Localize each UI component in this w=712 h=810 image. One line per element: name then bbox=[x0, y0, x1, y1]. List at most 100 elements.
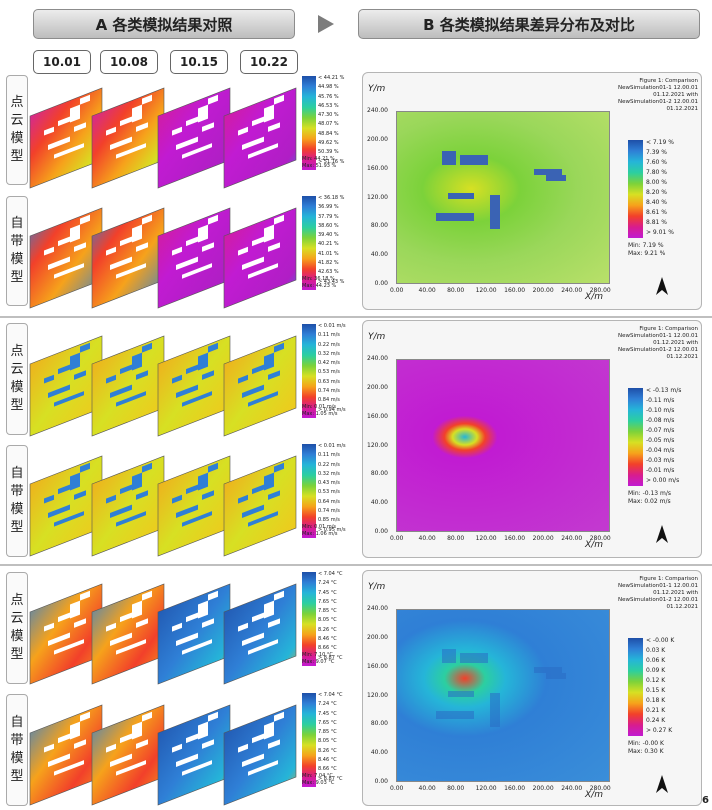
y-tick-label: 40.00 bbox=[370, 251, 388, 259]
building-footprint bbox=[198, 224, 208, 243]
simulation-tiles bbox=[29, 87, 297, 806]
building-footprint bbox=[116, 143, 146, 159]
building-footprint bbox=[136, 618, 148, 628]
building-footprint bbox=[54, 263, 84, 279]
building-footprint bbox=[110, 753, 132, 768]
diff-figure-title: Figure 1: Comparison NewSimulation01-1 12… bbox=[616, 326, 698, 361]
building-footprint bbox=[274, 94, 284, 105]
building-footprint bbox=[74, 370, 86, 380]
building-footprint bbox=[70, 104, 80, 123]
building-footprint bbox=[106, 743, 116, 753]
building-footprint bbox=[54, 639, 84, 655]
building-footprint bbox=[110, 256, 132, 271]
legend-tick-label: > 0.95 m/s bbox=[318, 526, 346, 533]
building-footprint bbox=[248, 760, 278, 776]
simulation-tile bbox=[91, 704, 165, 806]
building-footprint bbox=[54, 760, 84, 776]
building-footprint bbox=[110, 504, 132, 519]
legend-tick-label: 0.74 m/s bbox=[318, 388, 340, 395]
building-footprint bbox=[242, 256, 264, 271]
section-b-title: B 各类模拟结果差异分布及对比 bbox=[423, 15, 635, 34]
y-tick-label: 0.00 bbox=[374, 280, 388, 287]
simulation-tile bbox=[223, 455, 297, 557]
building-footprint bbox=[242, 384, 264, 399]
legend-min: Min: 7.04 °C bbox=[302, 773, 333, 779]
building-footprint bbox=[132, 600, 142, 619]
building-footprint bbox=[208, 462, 218, 473]
building-footprint bbox=[74, 739, 86, 749]
legend-color-bar bbox=[628, 140, 643, 238]
figure-title-line: Figure 1: Comparison bbox=[639, 576, 698, 582]
legend-tick-label: 0.18 K bbox=[646, 697, 666, 704]
legend-tick-label: 7.65 °C bbox=[318, 598, 337, 605]
legend-tick-label: 0.43 m/s bbox=[318, 480, 340, 487]
building-block bbox=[448, 691, 474, 697]
building-footprint bbox=[58, 363, 72, 375]
diff-legend: < -0.13 m/s -0.11 m/s -0.10 m/s -0.08 m/s -0… bbox=[628, 387, 698, 505]
legend-tick-label: 0.32 m/s bbox=[318, 350, 340, 357]
building-footprint bbox=[120, 483, 134, 495]
building-block bbox=[490, 693, 500, 727]
y-axis-label: Y/m bbox=[368, 84, 386, 94]
figure-title-line: 01.12.2021 with bbox=[653, 590, 698, 596]
building-footprint bbox=[186, 235, 200, 247]
building-footprint bbox=[238, 494, 248, 504]
building-footprint bbox=[48, 256, 70, 271]
legend-tick-label: 8.46 °C bbox=[318, 757, 337, 764]
building-footprint bbox=[74, 618, 86, 628]
legend-tick-label: 45.76 % bbox=[318, 93, 339, 100]
legend-tick-label: 0.22 m/s bbox=[318, 461, 340, 468]
building-footprint bbox=[242, 504, 264, 519]
simulation-tile bbox=[157, 335, 231, 437]
diff-figure-title: Figure 1: Comparison NewSimulation01-1 12… bbox=[616, 78, 698, 113]
building-footprint bbox=[238, 246, 248, 256]
legend-min: Min: 0.01 m/s bbox=[302, 524, 337, 530]
date-label-3: 10.15 bbox=[170, 50, 228, 74]
building-footprint bbox=[248, 639, 278, 655]
legend-tick-label: < 44.21 % bbox=[318, 75, 345, 81]
building-footprint bbox=[106, 246, 116, 256]
building-footprint bbox=[54, 511, 84, 527]
legend-max: Max: 44.23 % bbox=[302, 283, 337, 289]
building-footprint bbox=[186, 611, 200, 623]
building-footprint bbox=[172, 374, 182, 384]
y-tick-label: 40.00 bbox=[370, 749, 388, 757]
building-footprint bbox=[110, 136, 132, 151]
building-footprint bbox=[116, 760, 146, 776]
building-footprint bbox=[142, 94, 152, 105]
legend-tick-label: 7.85 °C bbox=[318, 608, 337, 615]
x-axis-label: X/m bbox=[585, 540, 603, 550]
y-tick-label: 160.00 bbox=[367, 662, 388, 670]
legend-temp-builtin: < 7.04 °C 7.24 °C 7.45 °C 7.65 °C 7.85 °C 8.0… bbox=[302, 692, 356, 803]
building-footprint bbox=[120, 235, 134, 247]
building-footprint bbox=[176, 753, 198, 768]
tile-surface bbox=[157, 335, 231, 437]
legend-max: Max: 51.93 % bbox=[302, 163, 337, 169]
legend-tick-label: 0.06 K bbox=[646, 657, 666, 664]
tile-surface bbox=[157, 583, 231, 685]
building-footprint bbox=[48, 753, 70, 768]
building-footprint bbox=[58, 732, 72, 744]
legend-tick-label: 41.82 % bbox=[318, 260, 339, 267]
simulation-tile bbox=[157, 207, 231, 309]
legend-color-bar bbox=[628, 388, 643, 486]
building-footprint bbox=[202, 370, 214, 380]
building-block bbox=[442, 649, 456, 663]
building-footprint bbox=[106, 126, 116, 136]
legend-tick-label: 8.20 % bbox=[646, 189, 667, 196]
y-tick-label: 240.00 bbox=[367, 605, 388, 612]
legend-max: Max: 0.02 m/s bbox=[628, 498, 671, 505]
building-footprint bbox=[268, 122, 280, 132]
building-footprint bbox=[44, 743, 54, 753]
legend-max: Max: 9.21 % bbox=[628, 250, 666, 257]
legend-ticks: < -0.00 K 0.03 K 0.06 K 0.09 K 0.12 K 0.15 K 0… bbox=[646, 636, 674, 736]
date-label-1: 10.01 bbox=[33, 50, 91, 74]
legend-tick-label: 0.11 m/s bbox=[318, 452, 340, 459]
legend-tick-label: -0.08 m/s bbox=[646, 417, 675, 424]
x-tick-label: 120.00 bbox=[475, 785, 497, 792]
simulation-tile bbox=[29, 455, 103, 557]
building-block bbox=[546, 673, 566, 679]
tile-surface bbox=[29, 87, 103, 189]
building-footprint bbox=[202, 618, 214, 628]
building-footprint bbox=[182, 760, 212, 776]
